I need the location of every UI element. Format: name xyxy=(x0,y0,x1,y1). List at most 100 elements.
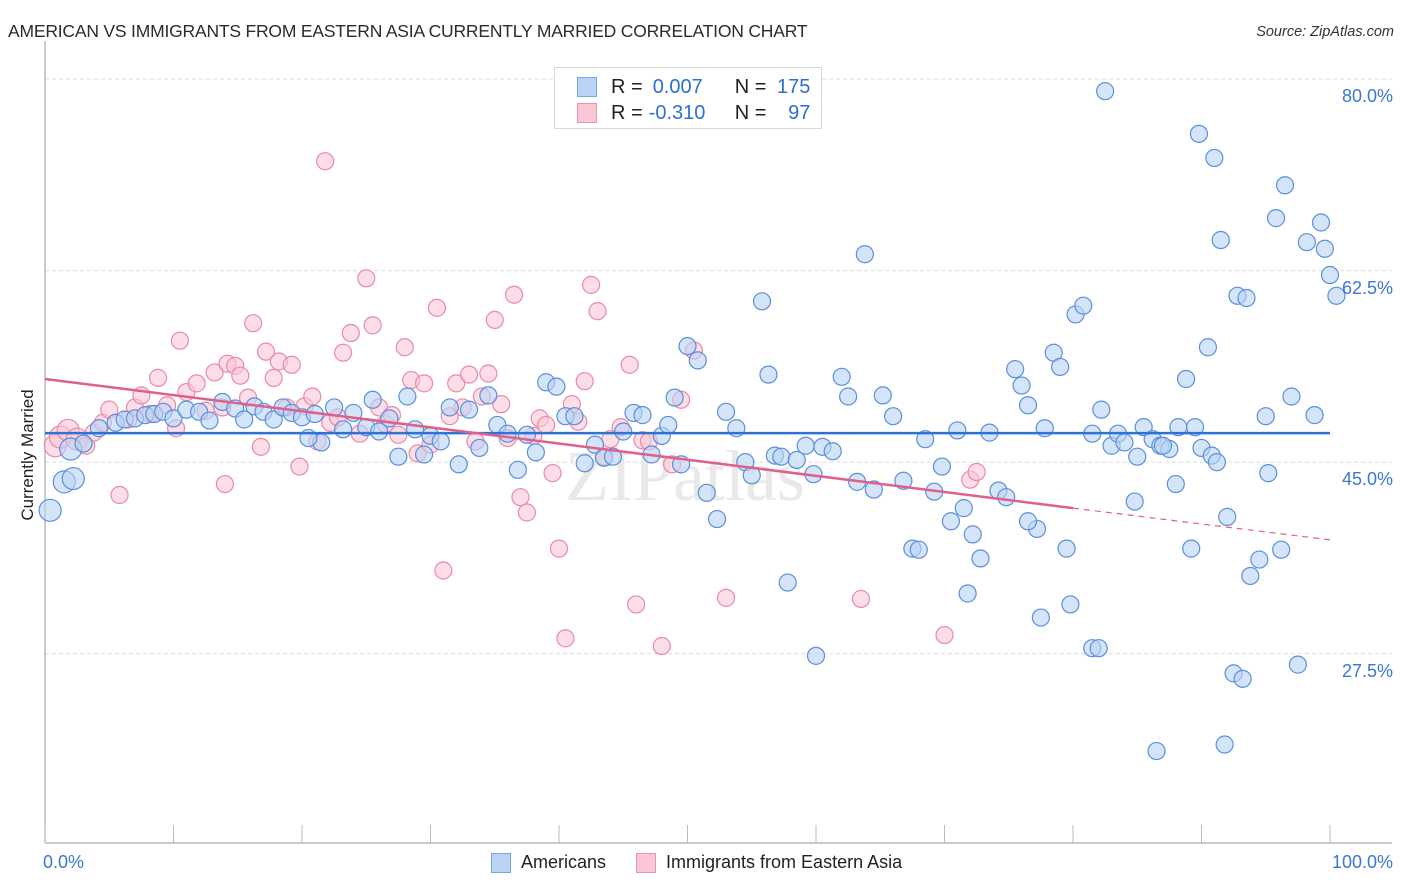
americans-point xyxy=(1218,507,1237,526)
americans-point xyxy=(565,407,584,426)
americans-point xyxy=(1006,360,1025,379)
immigrants-point xyxy=(110,485,129,505)
americans-point xyxy=(414,445,434,464)
correlation-legend: R = 0.007 N = 175 R = -0.310 N = 97 xyxy=(554,67,822,129)
immigrants-point xyxy=(389,425,408,444)
americans-point xyxy=(796,436,815,455)
americans-point xyxy=(941,512,961,531)
immigrants-point xyxy=(447,374,466,393)
americans-point xyxy=(778,573,797,592)
americans-point xyxy=(1153,436,1173,455)
immigrants-swatch xyxy=(636,852,657,873)
americans-point xyxy=(1327,286,1346,305)
americans-point xyxy=(1233,669,1252,688)
americans-point xyxy=(1089,639,1108,658)
americans-point xyxy=(1134,418,1153,437)
americans-point xyxy=(264,410,283,429)
americans-point xyxy=(1176,369,1196,389)
americans-point xyxy=(855,245,874,264)
americans-point xyxy=(1207,453,1227,472)
americans-point xyxy=(1057,539,1076,558)
legend-row-americans: R = 0.007 N = 175 xyxy=(577,75,810,99)
americans-point xyxy=(164,409,183,428)
americans-point xyxy=(1259,464,1278,483)
americans-point xyxy=(74,434,93,453)
americans-point xyxy=(440,398,459,417)
americans-point xyxy=(1074,296,1093,315)
immigrants-point xyxy=(427,298,447,317)
americans-point xyxy=(1256,407,1275,426)
americans-point xyxy=(1128,447,1147,466)
immigrants-point xyxy=(256,342,276,361)
immigrants-point xyxy=(316,152,335,171)
americans-point xyxy=(1215,735,1234,754)
americans-point xyxy=(1185,418,1205,437)
immigrants-point xyxy=(517,503,536,522)
immigrants-point xyxy=(626,595,646,614)
americans-point xyxy=(614,422,633,441)
immigrants-point xyxy=(652,636,671,656)
americans-swatch xyxy=(491,852,511,873)
americans-point xyxy=(479,386,498,405)
americans-point xyxy=(1096,82,1115,101)
immigrants-point xyxy=(582,275,601,294)
legend-label-americans: Americans xyxy=(521,852,607,872)
americans-point xyxy=(1305,406,1324,425)
americans-point xyxy=(1211,230,1230,250)
x-tick-label-max: 100.0% xyxy=(1331,852,1393,872)
immigrants-point xyxy=(357,269,376,288)
chart-title: AMERICAN VS IMMIGRANTS FROM EASTERN ASIA… xyxy=(8,21,808,41)
immigrants-point xyxy=(282,355,301,374)
immigrants-point xyxy=(575,372,594,391)
americans-point xyxy=(1275,176,1295,195)
americans-point xyxy=(508,460,527,479)
americans-point xyxy=(894,471,913,490)
americans-point xyxy=(932,457,952,476)
americans-point xyxy=(659,415,678,435)
americans-point xyxy=(948,421,967,440)
americans-point xyxy=(1189,124,1209,143)
americans-point xyxy=(752,292,772,311)
immigrants-trend-line xyxy=(44,377,1074,510)
immigrants-point xyxy=(363,316,382,335)
grid-lines xyxy=(45,78,1392,655)
americans-point xyxy=(1272,540,1291,559)
immigrants-point xyxy=(231,366,250,385)
americans-point xyxy=(963,525,982,544)
americans-point xyxy=(864,480,883,499)
immigrants-point xyxy=(244,314,263,333)
immigrants-point xyxy=(492,395,511,414)
americans-point xyxy=(1031,608,1050,627)
legend-item-americans[interactable]: Americans xyxy=(491,852,606,873)
americans-point xyxy=(1182,539,1201,558)
legend-item-immigrants[interactable]: Immigrants from Eastern Asia xyxy=(636,852,902,873)
x-tick-label-min: 0.0% xyxy=(43,852,85,872)
americans-point xyxy=(997,488,1016,507)
americans-point xyxy=(1237,288,1256,308)
r-label: R = xyxy=(611,75,643,98)
n-label: N = xyxy=(734,75,767,98)
immigrants-point xyxy=(148,368,168,387)
americans-point xyxy=(431,432,450,451)
immigrants-point xyxy=(341,323,360,343)
americans-point xyxy=(1241,566,1260,586)
americans-point xyxy=(1166,474,1185,494)
immigrants-point xyxy=(511,488,530,507)
americans-point xyxy=(916,430,935,449)
americans-point xyxy=(1288,655,1307,674)
americans-point xyxy=(363,390,382,409)
americans-point xyxy=(1282,387,1301,406)
immigrants-point xyxy=(414,374,434,393)
americans-point xyxy=(449,455,468,474)
immigrants-point xyxy=(716,588,736,607)
immigrants-point xyxy=(303,387,322,406)
r-value: 0.007 xyxy=(652,75,703,98)
americans-point xyxy=(716,402,736,421)
immigrants-point xyxy=(935,625,954,645)
immigrants-point xyxy=(251,437,270,456)
americans-point xyxy=(1018,512,1038,531)
immigrants-point xyxy=(851,589,871,609)
americans-point xyxy=(470,438,489,458)
americans-point xyxy=(1092,400,1111,419)
